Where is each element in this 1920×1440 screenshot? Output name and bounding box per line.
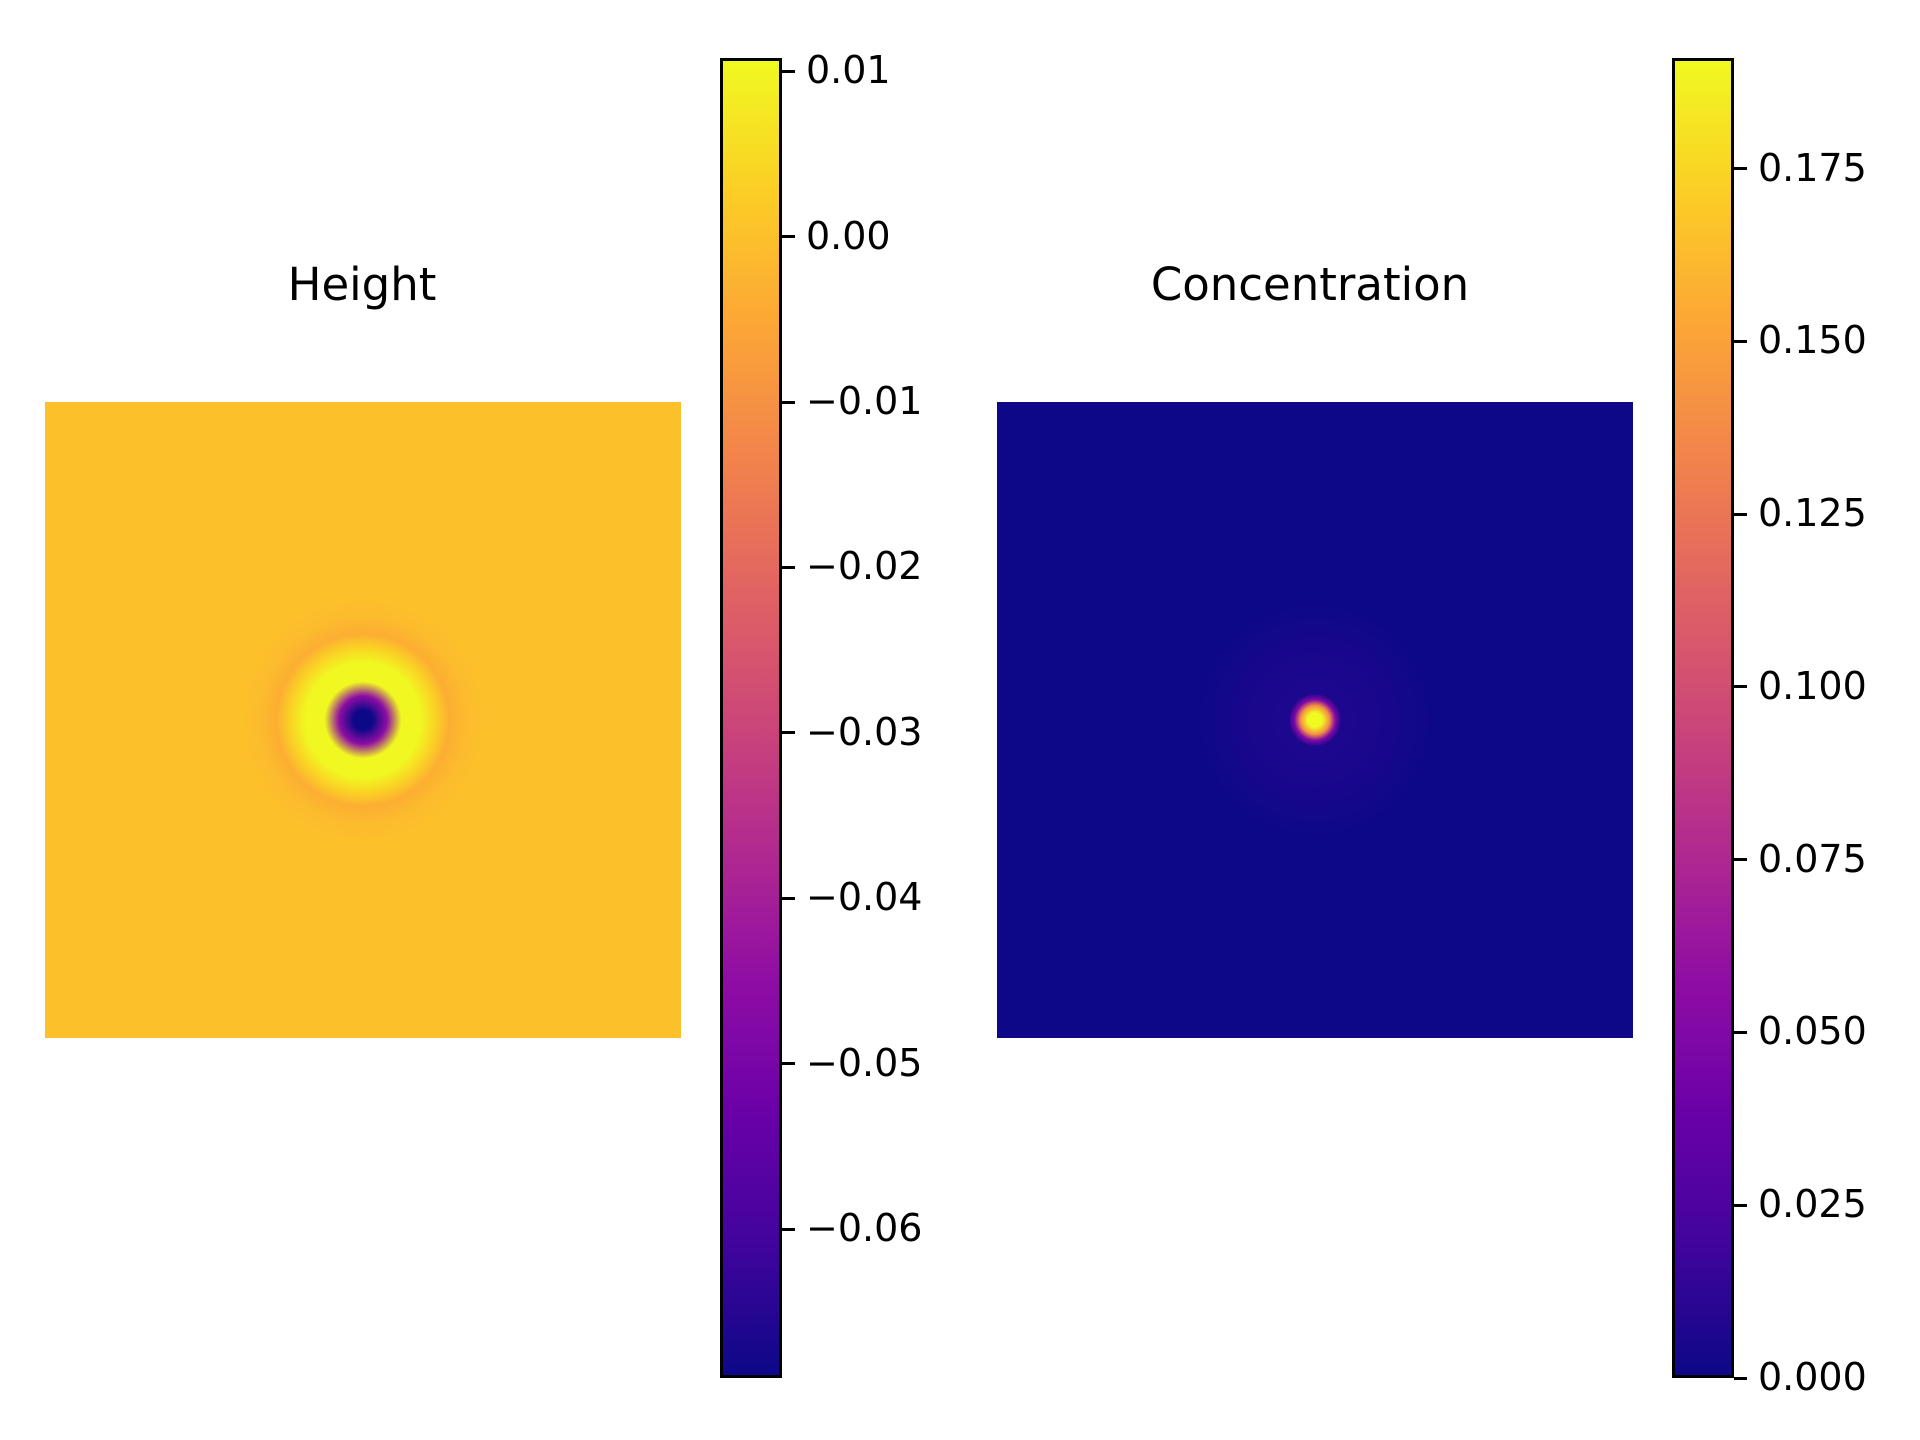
height-tick-label: −0.02 bbox=[806, 544, 923, 589]
concentration-tick-label: 0.150 bbox=[1758, 318, 1867, 363]
height-tick bbox=[782, 400, 795, 404]
height-field bbox=[45, 402, 681, 1038]
concentration-title: Concentration bbox=[1150, 258, 1470, 311]
concentration-tick-label: 0.000 bbox=[1758, 1355, 1867, 1399]
concentration-tick bbox=[1734, 858, 1747, 862]
concentration-tick bbox=[1734, 339, 1747, 343]
concentration-tick-label: 0.100 bbox=[1758, 663, 1867, 708]
concentration-tick-label: 0.075 bbox=[1758, 836, 1867, 881]
height-tick-label: 0.01 bbox=[806, 48, 891, 93]
concentration-heatmap bbox=[997, 402, 1633, 1038]
concentration-tick bbox=[1734, 512, 1747, 516]
height-tick bbox=[782, 731, 795, 735]
concentration-tick bbox=[1734, 1203, 1747, 1207]
height-tick bbox=[782, 896, 795, 900]
concentration-tick bbox=[1734, 685, 1747, 689]
height-tick-label: −0.04 bbox=[806, 875, 923, 920]
height-tick bbox=[782, 565, 795, 569]
concentration-tick-label: 0.025 bbox=[1758, 1182, 1867, 1227]
concentration-tick bbox=[1734, 1376, 1747, 1380]
concentration-field bbox=[997, 402, 1633, 1038]
concentration-colorbar bbox=[1672, 58, 1734, 1378]
height-tick-label: −0.05 bbox=[806, 1040, 923, 1085]
height-colorbar bbox=[720, 58, 782, 1378]
height-tick bbox=[782, 235, 795, 239]
height-tick bbox=[782, 1062, 795, 1066]
height-tick-label: −0.03 bbox=[806, 709, 923, 754]
height-tick-label: 0.00 bbox=[806, 213, 891, 258]
concentration-tick bbox=[1734, 167, 1747, 171]
height-tick-label: −0.06 bbox=[806, 1206, 923, 1251]
height-heatmap bbox=[45, 402, 681, 1038]
concentration-tick-label: 0.175 bbox=[1758, 145, 1867, 190]
height-title: Height bbox=[287, 258, 437, 311]
concentration-tick-label: 0.125 bbox=[1758, 491, 1867, 536]
height-tick-label: −0.01 bbox=[806, 379, 923, 424]
concentration-tick-label: 0.050 bbox=[1758, 1009, 1867, 1054]
height-tick bbox=[782, 1227, 795, 1231]
height-tick bbox=[782, 69, 795, 73]
concentration-tick bbox=[1734, 1030, 1747, 1034]
